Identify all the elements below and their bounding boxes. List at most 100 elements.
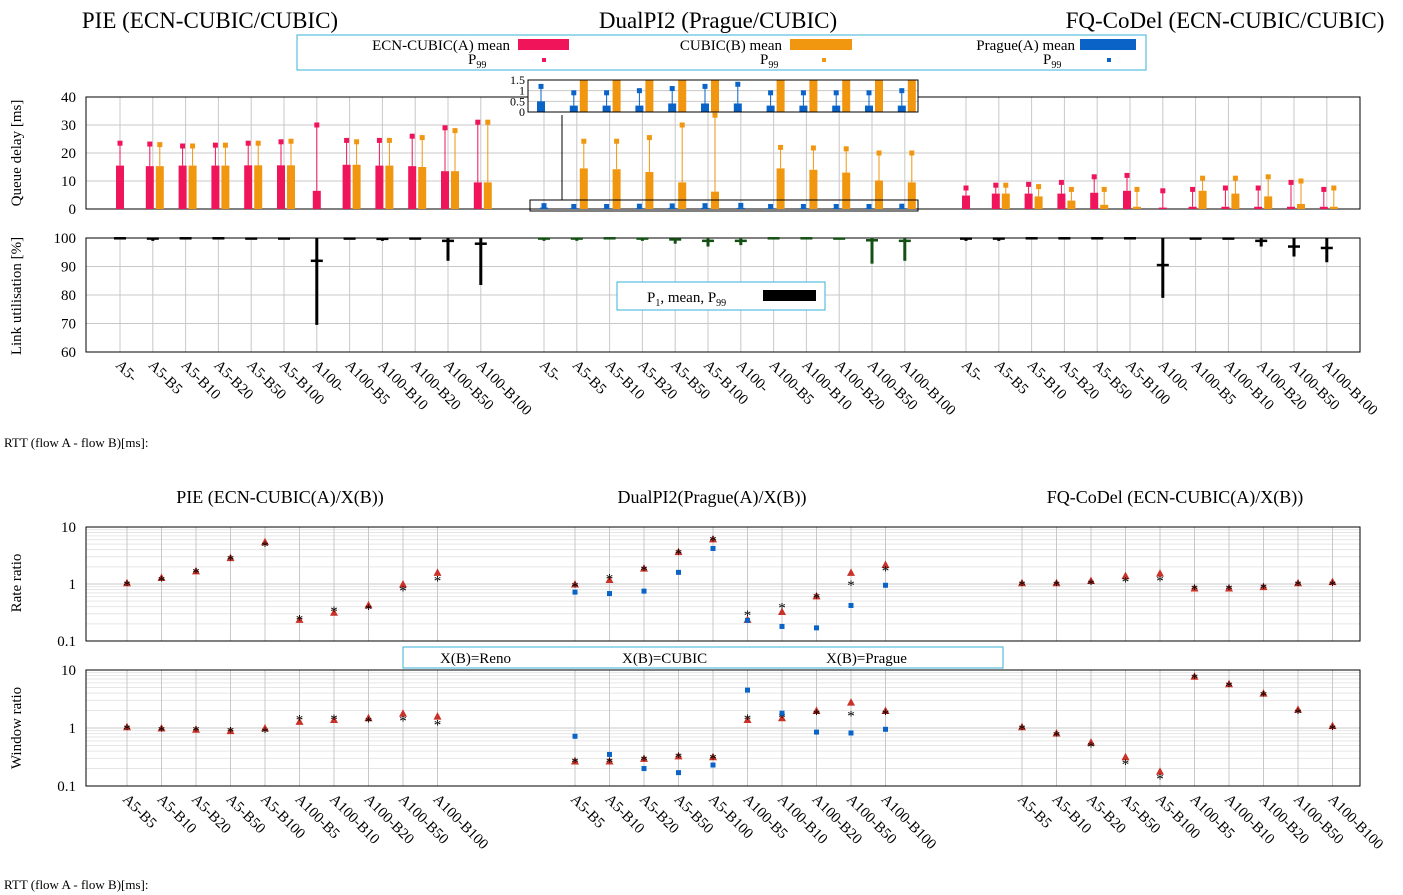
p99-marker [702, 203, 708, 209]
bar-mean [483, 182, 492, 209]
legend-reno-label: X(B)=Reno [440, 651, 511, 667]
ylabel-link-utilisation: Link utilisation [%] [9, 237, 25, 355]
cubic-marker: * [1294, 706, 1302, 722]
bar-mean [701, 207, 709, 209]
bar-mean [579, 168, 588, 209]
legend-a-mean-swatch [518, 39, 569, 50]
zoom-region [529, 199, 919, 212]
p99-marker [800, 203, 806, 209]
p99-marker [1101, 186, 1107, 192]
p99-marker [1331, 185, 1337, 191]
inset-bar [701, 103, 709, 112]
reno-marker [1087, 738, 1095, 746]
bottom-legend: X(B)=Reno X(B)=CUBIC X(B)=Prague [402, 646, 1004, 669]
bar-mean [875, 180, 883, 209]
cubic-marker: * [778, 710, 786, 726]
y-tick-label: 40 [61, 90, 76, 106]
p99-marker [485, 119, 491, 125]
inset-bar [832, 105, 841, 112]
p99-marker [679, 122, 685, 128]
inset-bar-clipped [842, 80, 851, 112]
cubic-marker: * [1087, 739, 1095, 755]
reno-marker [192, 725, 200, 733]
p99-marker [833, 203, 839, 209]
legend-p99-a-marker [542, 58, 546, 62]
reno-marker [1259, 582, 1268, 591]
p99-marker [452, 128, 458, 134]
cubic-marker: * [1294, 578, 1302, 594]
p99-marker [810, 145, 816, 151]
bar-mean [1034, 196, 1043, 209]
cubic-marker: * [1191, 582, 1199, 598]
bar-mean [352, 164, 361, 209]
title-fqcodel-top: FQ-CoDel (ECN-CUBIC/CUBIC) [1066, 8, 1385, 33]
cubic-marker: * [261, 725, 269, 741]
p99-marker [899, 203, 905, 209]
x-tick-label: A5-B5 [119, 792, 159, 832]
prague-marker [883, 582, 888, 588]
reno-marker [674, 547, 683, 556]
p99-marker [1134, 186, 1140, 192]
cubic-marker: * [1018, 578, 1026, 594]
p99-marker [245, 140, 251, 146]
ylabel-window-ratio: Window ratio [9, 687, 25, 769]
dualpi2-zoom-inset: 00.511.5 [510, 73, 919, 212]
bar-mean [1231, 193, 1240, 209]
bar-mean [678, 182, 687, 209]
reno-marker [1018, 578, 1026, 587]
p99-marker [344, 137, 350, 143]
cubic-marker: * [330, 712, 338, 728]
cubic-marker: * [296, 713, 304, 729]
p99-marker [190, 143, 196, 149]
inset-p99-marker [636, 88, 642, 94]
inset-p99-marker [800, 90, 806, 96]
bar-mean [1198, 190, 1207, 209]
x-tick-label: A5-B5 [1014, 792, 1054, 832]
inset-bar-clipped [809, 80, 818, 112]
y-tick-label: 10 [61, 520, 76, 536]
y-tick-label: 60 [61, 345, 76, 361]
reno-marker [640, 754, 648, 762]
p99-marker [712, 112, 718, 118]
util-legend-label: P1, mean, P99 [647, 290, 726, 309]
plot-frame [85, 237, 1361, 353]
cubic-marker: * [1260, 688, 1268, 704]
p99-marker [1036, 184, 1042, 190]
prague-marker [641, 766, 647, 772]
reno-marker [1121, 752, 1130, 761]
cubic-marker: * [606, 572, 614, 588]
p99-marker [1058, 179, 1064, 185]
reno-marker [399, 709, 407, 717]
reno-marker [261, 537, 269, 546]
inset-y-tick-label: 0.5 [510, 94, 525, 108]
cubic-marker: * [434, 717, 442, 733]
reno-marker [1156, 767, 1164, 775]
cubic-marker: * [847, 578, 855, 594]
inset-p99-marker [669, 86, 675, 92]
cubic-marker: * [1018, 722, 1026, 738]
p99-marker [1068, 186, 1074, 192]
bar-mean [1297, 203, 1305, 209]
cubic-marker: * [192, 566, 200, 582]
cubic-marker: * [882, 563, 890, 579]
p99-marker [768, 203, 774, 209]
p99-marker [1190, 186, 1196, 192]
y-tick-label: 70 [61, 317, 76, 333]
p99-marker [1232, 175, 1238, 181]
reno-marker [123, 722, 131, 731]
prague-marker [814, 729, 819, 735]
cubic-marker: * [1156, 573, 1164, 589]
inset-bar [733, 103, 742, 112]
p99-marker [614, 138, 620, 144]
cubic-marker: * [227, 553, 235, 569]
cubic-marker: * [847, 709, 855, 725]
p99-marker [581, 138, 587, 144]
bar-mean [1067, 200, 1076, 209]
bar-mean [1221, 206, 1230, 209]
bar-mean [907, 182, 916, 209]
inset-p99-marker [538, 83, 544, 89]
p99-marker [442, 125, 448, 131]
bar-mean [116, 165, 124, 209]
link-utilisation-panel: 60 70 80 90 100 P1, mean, P99 [54, 231, 1361, 361]
